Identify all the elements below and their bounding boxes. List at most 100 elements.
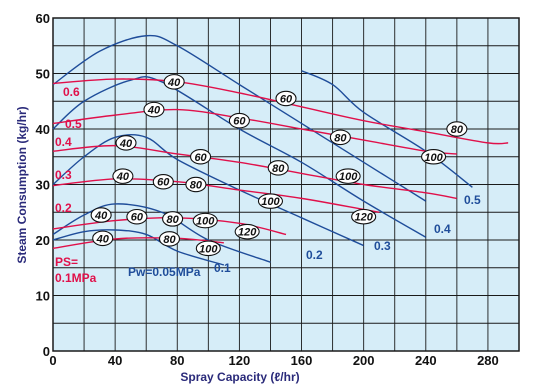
ps-label-3: 0.4 bbox=[55, 135, 72, 149]
capacity-oval-label: 60 bbox=[131, 212, 144, 224]
capacity-oval: 40 bbox=[112, 168, 134, 184]
capacity-oval: 40 bbox=[115, 135, 137, 151]
capacity-oval-shape bbox=[335, 168, 361, 184]
y-tick-label: 20 bbox=[36, 233, 50, 248]
capacity-oval-label: 60 bbox=[233, 116, 246, 128]
capacity-oval-label: 40 bbox=[119, 138, 133, 150]
pw-label-5: 0.5 bbox=[464, 193, 481, 207]
capacity-oval-label: 100 bbox=[196, 216, 215, 228]
pw-label-2: 0.2 bbox=[306, 248, 323, 262]
ps-label-2: 0.3 bbox=[55, 168, 72, 182]
capacity-oval-label: 80 bbox=[451, 124, 464, 136]
pw-label-0: Pw=0.05MPa bbox=[128, 265, 201, 279]
capacity-oval-label: 60 bbox=[280, 93, 293, 105]
capacity-oval-shape bbox=[112, 168, 134, 184]
capacity-oval-shape bbox=[257, 193, 284, 209]
x-tick-label: 280 bbox=[477, 353, 499, 368]
capacity-oval-label: 80 bbox=[334, 132, 347, 144]
capacity-oval-shape bbox=[329, 129, 351, 146]
capacity-oval-shape bbox=[446, 121, 468, 137]
grid bbox=[53, 18, 519, 351]
ps-curve-5 bbox=[52, 78, 509, 145]
capacity-oval-label: 60 bbox=[157, 177, 170, 189]
ps-label-0-line2: 0.1MPa bbox=[55, 271, 97, 285]
x-tick-label: 120 bbox=[229, 353, 251, 368]
x-tick-label: 160 bbox=[291, 353, 313, 368]
capacity-oval-shape bbox=[126, 208, 148, 225]
capacity-oval-label: 40 bbox=[94, 210, 108, 222]
capacity-oval: 60 bbox=[190, 149, 212, 165]
ps-curve-0 bbox=[52, 237, 224, 250]
x-tick-label: 0 bbox=[49, 353, 56, 368]
x-tick-label: 40 bbox=[108, 353, 122, 368]
y-tick-label: 60 bbox=[36, 11, 50, 26]
capacity-oval-shape bbox=[185, 176, 207, 193]
y-tick-labels: 0 10 20 30 40 50 60 bbox=[36, 11, 50, 359]
pw-curve-3 bbox=[52, 76, 427, 238]
capacity-oval-shape bbox=[152, 173, 174, 190]
capacity-oval-label: 100 bbox=[261, 196, 280, 208]
capacity-oval: 80 bbox=[267, 160, 289, 176]
capacity-oval-shape bbox=[158, 231, 181, 247]
capacity-oval: 60 bbox=[228, 112, 250, 129]
capacity-oval: 120 bbox=[234, 223, 260, 240]
capacity-oval: 40 bbox=[90, 207, 112, 223]
capacity-oval-label: 80 bbox=[166, 214, 179, 226]
capacity-oval-label: 40 bbox=[167, 77, 181, 89]
capacity-oval: 100 bbox=[421, 149, 447, 165]
capacity-oval-label: 100 bbox=[424, 152, 443, 164]
x-tick-label: 240 bbox=[415, 353, 437, 368]
capacity-oval-shape bbox=[90, 207, 112, 223]
pw-curve-4 bbox=[52, 34, 427, 202]
capacity-oval: 40 bbox=[163, 74, 185, 90]
x-tick-label: 200 bbox=[353, 353, 375, 368]
capacity-oval: 40 bbox=[92, 230, 114, 247]
capacity-oval: 60 bbox=[126, 208, 148, 225]
ps-label-5: 0.6 bbox=[63, 85, 80, 99]
capacity-oval-label: 120 bbox=[238, 227, 257, 239]
pw-label-1: 0.1 bbox=[214, 261, 231, 275]
capacity-oval: 100 bbox=[195, 240, 221, 257]
capacity-oval-shape bbox=[192, 212, 218, 229]
y-tick-label: 30 bbox=[36, 178, 50, 193]
capacity-oval-shape bbox=[143, 101, 165, 118]
capacity-oval-label: 60 bbox=[194, 152, 207, 164]
capacity-oval-label: 40 bbox=[96, 233, 110, 245]
capacity-oval: 80 bbox=[446, 121, 468, 137]
capacity-oval: 80 bbox=[329, 129, 351, 146]
capacity-oval-shape bbox=[195, 240, 221, 257]
ps-label-4: 0.5 bbox=[65, 117, 82, 131]
capacity-oval: 60 bbox=[152, 173, 174, 190]
capacity-oval-shape bbox=[234, 223, 260, 240]
capacity-oval-label: 100 bbox=[339, 171, 358, 183]
capacity-oval: 100 bbox=[335, 168, 361, 184]
capacity-oval: 100 bbox=[192, 212, 218, 229]
pw-curve-2 bbox=[52, 134, 364, 247]
capacity-oval-shape bbox=[228, 112, 250, 129]
capacity-oval-label: 40 bbox=[116, 171, 130, 183]
pw-label-3: 0.3 bbox=[374, 239, 391, 253]
capacity-oval-shape bbox=[115, 135, 137, 151]
capacity-oval-label: 80 bbox=[272, 163, 285, 175]
series-labels: PS= 0.1MPa 0.2 0.3 0.4 0.5 0.6 Pw=0.05MPa 0.1 0.2… bbox=[55, 85, 481, 285]
capacity-oval-shape bbox=[92, 230, 114, 247]
x-tick-labels: 0 40 80 120 160 200 240 280 bbox=[49, 353, 498, 368]
capacity-oval: 80 bbox=[162, 211, 184, 227]
capacity-oval-label: 120 bbox=[354, 212, 373, 224]
y-axis-label: Steam Consumption (kg/hr) bbox=[15, 106, 29, 263]
capacity-oval-shape bbox=[190, 149, 212, 165]
capacity-oval-shape bbox=[421, 149, 447, 165]
capacity-oval-label: 40 bbox=[147, 105, 161, 117]
capacity-ovals: 40 80 100 40 60 80 100 120 40 60 80 100 120 40 60 80 100… bbox=[90, 74, 468, 257]
x-tick-label: 80 bbox=[170, 353, 184, 368]
capacity-oval-label: 80 bbox=[163, 234, 176, 246]
pw-curve-0 bbox=[52, 229, 225, 266]
capacity-oval: 100 bbox=[257, 193, 284, 209]
capacity-oval: 80 bbox=[158, 231, 181, 247]
capacity-oval: 40 bbox=[143, 101, 165, 118]
pw-label-4: 0.4 bbox=[434, 222, 451, 236]
capacity-oval-shape bbox=[275, 90, 297, 107]
x-axis-label: Spray Capacity (ℓ/hr) bbox=[180, 370, 299, 384]
ps-label-0: PS= bbox=[55, 255, 78, 269]
